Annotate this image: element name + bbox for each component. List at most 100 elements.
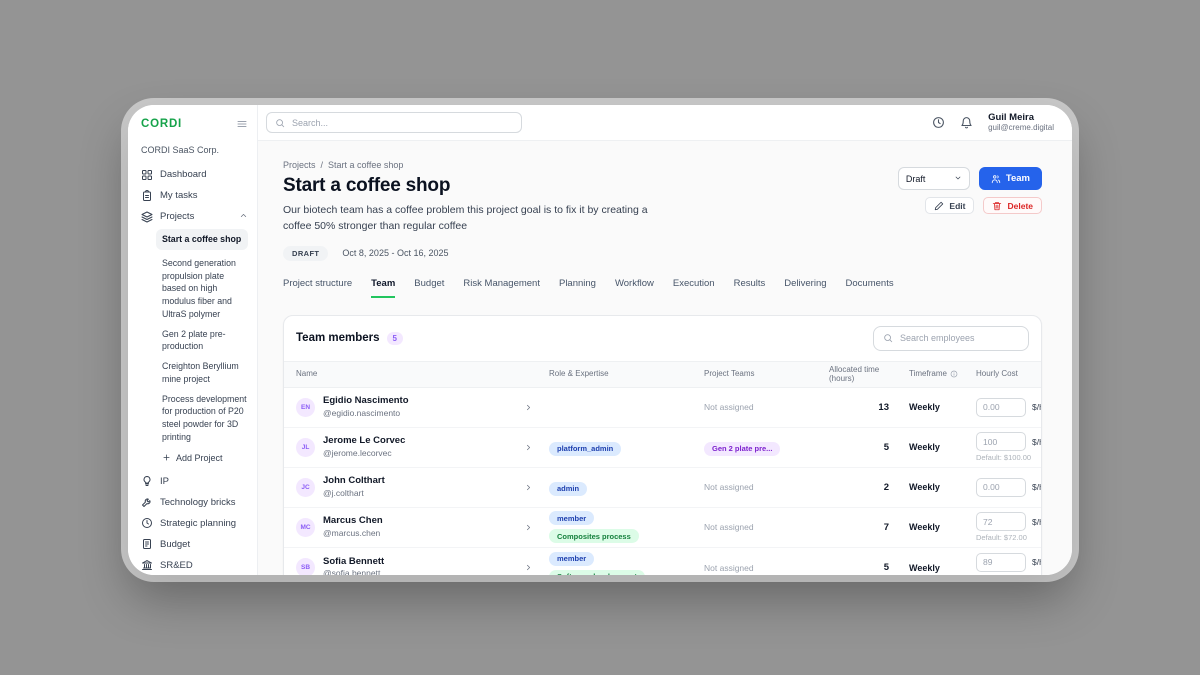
dashboard-icon [142,169,152,180]
sidebar-item-my-tasks[interactable]: My tasks [141,185,248,206]
tab-bar: Project structure Team Budget Risk Manag… [283,278,1042,298]
plus-icon [163,454,170,461]
member-name: John Colthart [323,475,385,487]
tab-workflow[interactable]: Workflow [614,277,654,289]
employee-search[interactable] [873,325,1029,351]
project-teams-value: Not assigned [704,402,754,413]
sidebar-project-gen2-plate[interactable]: Gen 2 plate pre-production [162,328,226,352]
add-project-button[interactable]: Add Project [162,451,248,469]
timeframe-value[interactable]: Weekly [909,522,940,533]
team-members-title: Team members [296,332,380,344]
table-row[interactable]: JL Jerome Le Corvec @jerome.lecorvec pla… [284,428,1041,468]
global-search[interactable] [266,112,522,133]
tab-project-structure[interactable]: Project structure [283,277,353,289]
chevron-right-icon[interactable] [524,483,533,492]
sidebar-project-creighton[interactable]: Creighton Beryllium mine project [162,361,239,384]
timeframe-value[interactable]: Weekly [909,402,940,413]
chevron-right-icon[interactable] [524,403,533,412]
projects-sub-list: Start a coffee shop Second generation pr… [141,229,248,469]
chevron-down-icon [954,174,962,184]
sidebar-item-technology-bricks[interactable]: Technology bricks [141,492,248,513]
chevron-right-icon[interactable] [524,523,533,532]
sidebar-item-budget[interactable]: Budget [141,534,248,555]
tab-documents[interactable]: Documents [845,277,894,289]
notifications-bell-icon[interactable] [960,116,973,129]
user-email: guil@creme.digital [988,123,1054,133]
hourly-rate-input[interactable] [976,512,1026,532]
member-name: Marcus Chen [323,515,383,527]
sidebar-project-start-a-coffee-shop[interactable]: Start a coffee shop [156,229,248,250]
hourly-rate-input[interactable] [976,552,1026,572]
topbar: Guil Meira guil@creme.digital [258,105,1072,141]
table-row[interactable]: JC John Colthart @j.colthart admin Not a… [284,468,1041,508]
sidebar-item-dashboard[interactable]: Dashboard [141,164,248,185]
tab-team[interactable]: Team [371,278,396,298]
brand-logo: CORDI [141,118,183,130]
sidebar-item-projects[interactable]: Projects [141,206,248,227]
status-select[interactable]: Draft [897,167,970,190]
tab-budget[interactable]: Budget [414,277,445,289]
edit-button[interactable]: Edit [925,197,975,214]
employee-search-input[interactable] [900,333,1019,343]
table-row[interactable]: SB Sofia Bennett @sofia.bennett member S… [284,548,1041,575]
team-button[interactable]: Team [978,167,1042,190]
member-handle: @j.colthart [323,487,364,498]
search-icon [276,118,285,127]
sidebar-project-process-development[interactable]: Process development for production of P2… [162,393,247,442]
tab-risk-management[interactable]: Risk Management [463,277,540,289]
tab-execution[interactable]: Execution [672,277,715,289]
pencil-icon [935,201,944,210]
delete-button[interactable]: Delete [983,197,1042,214]
page-title: Start a coffee shop [283,175,451,196]
sidebar-item-ip[interactable]: IP [141,471,248,492]
table-header: Name Role & Expertise Project Teams Allo… [284,360,1041,388]
member-handle: @sofia.bennett [323,568,381,575]
chevron-up-icon [239,211,248,223]
menu-icon[interactable] [236,118,248,130]
chevron-right-icon[interactable] [524,443,533,452]
allocated-time: 5 [883,562,889,574]
team-members-card: Team members 5 Name Role & Expertise Pro… [283,314,1042,575]
allocated-time: 2 [883,481,889,493]
hourly-rate-input[interactable] [976,432,1026,452]
tab-planning[interactable]: Planning [558,277,596,289]
member-handle: @egidio.nascimento [323,407,401,418]
table-row[interactable]: EN Egidio Nascimento @egidio.nascimento … [284,388,1041,428]
sidebar-item-strategic-planning[interactable]: Strategic planning [141,513,248,534]
member-name: Sofia Bennett [323,555,385,567]
global-search-input[interactable] [292,117,513,128]
table-row[interactable]: MC Marcus Chen @marcus.chen member Compo… [284,508,1041,548]
team-members-count: 5 [386,331,403,345]
timeframe-value[interactable]: Weekly [909,562,940,573]
tab-results[interactable]: Results [733,277,766,289]
avatar: SB [296,558,315,575]
status-badge: DRAFT [283,245,329,261]
breadcrumb: Projects / Start a coffee shop [283,160,404,170]
lightbulb-icon [143,476,151,486]
header-actions: Draft Team Edit [897,160,1042,214]
project-teams-value: Not assigned [704,522,754,533]
breadcrumb-projects[interactable]: Projects [283,160,316,170]
history-icon[interactable] [932,116,945,129]
sidebar-project-second-generation[interactable]: Second generation propulsion plate based… [162,257,236,319]
hourly-rate-input[interactable] [976,477,1026,497]
member-name: Egidio Nascimento [323,395,409,407]
app-window: CORDI CORDI SaaS Corp. Dashboard My task… [128,105,1072,575]
timeframe-value[interactable]: Weekly [909,442,940,453]
timeframe-value[interactable]: Weekly [909,482,940,493]
user-name: Guil Meira [988,111,1034,123]
role-badge: member [549,551,595,566]
bank-icon [142,560,152,570]
default-rate: Default: $72.00 [976,533,1027,543]
project-description: Our biotech team has a coffee problem th… [283,204,648,232]
sidebar-item-sred[interactable]: SR&ED [141,555,248,576]
chevron-right-icon[interactable] [524,563,533,572]
hourly-rate-input[interactable] [976,397,1026,417]
member-handle: @jerome.lecorvec [323,447,392,458]
expertise-badge: Software development [549,569,646,575]
user-menu[interactable]: Guil Meira guil@creme.digital [988,112,1054,134]
trash-icon [993,201,1002,210]
avatar: JC [296,477,315,497]
project-team-badge: Gen 2 plate pre... [704,441,781,456]
tab-delivering[interactable]: Delivering [784,277,827,289]
